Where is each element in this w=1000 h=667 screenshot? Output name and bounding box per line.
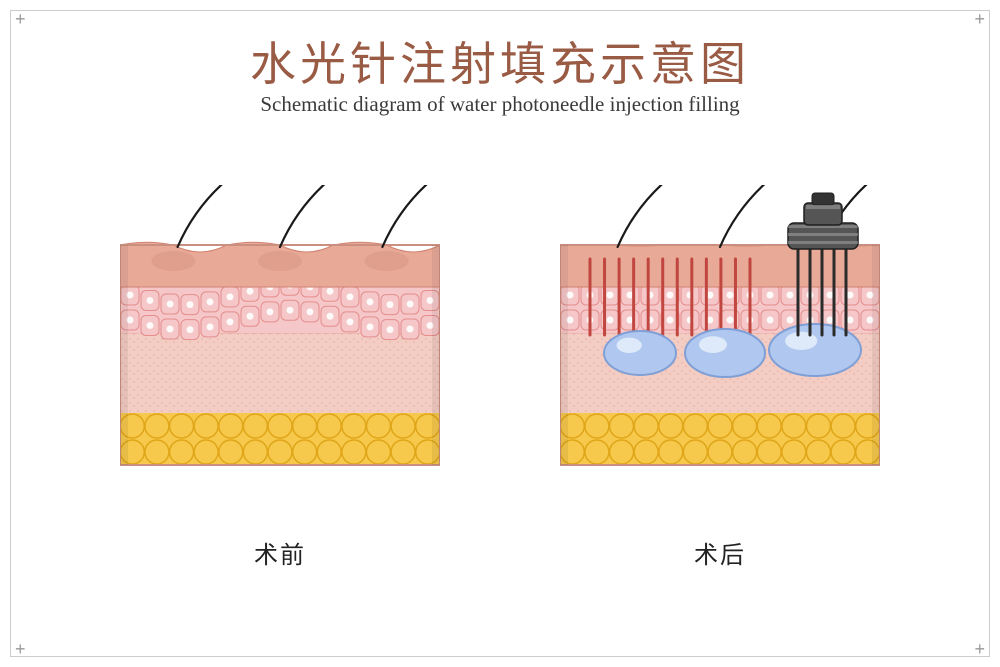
caption-before: 术前 (254, 535, 306, 570)
skin-before-svg (120, 185, 440, 505)
caption-after: 术后 (694, 535, 746, 570)
panels-row: 术前 术后 (0, 185, 1000, 570)
title-english: Schematic diagram of water photoneedle i… (0, 92, 1000, 117)
panel-after: 术后 (560, 185, 880, 570)
title-chinese: 水光针注射填充示意图 (0, 28, 1000, 94)
skin-after-svg (560, 185, 880, 505)
stage: 水光针注射填充示意图 Schematic diagram of water ph… (0, 0, 1000, 667)
panel-before: 术前 (120, 185, 440, 570)
